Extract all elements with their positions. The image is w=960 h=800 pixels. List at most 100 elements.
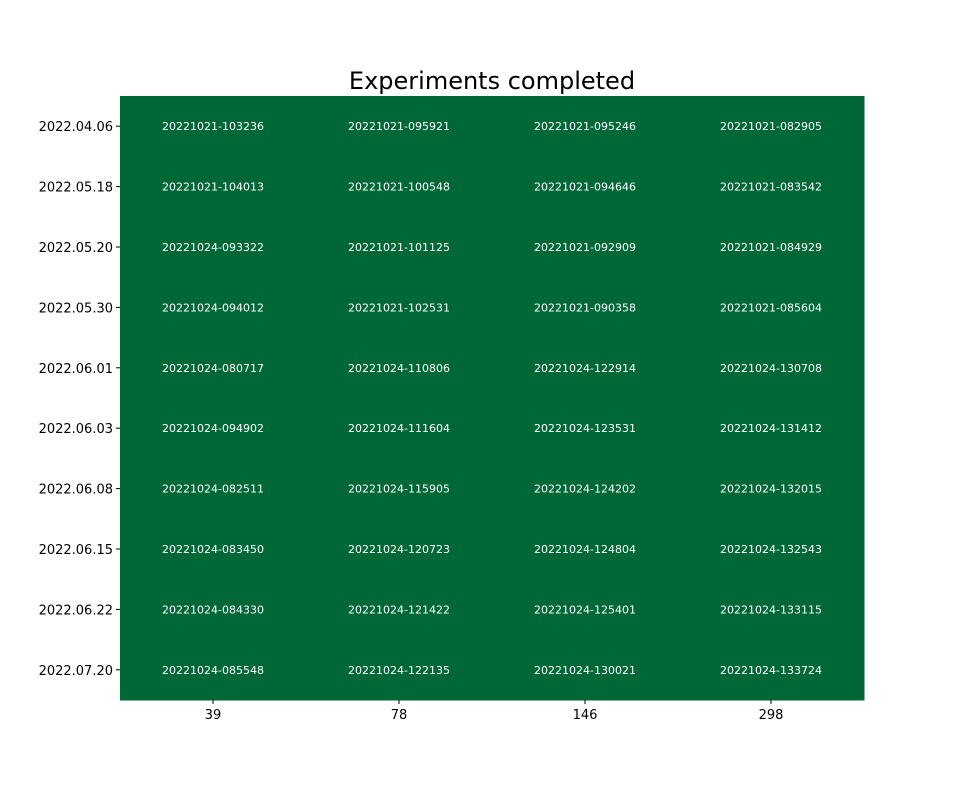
cell-label: 20221024-120723 bbox=[348, 543, 450, 556]
cell-label: 20221021-095921 bbox=[348, 120, 450, 133]
heatmap-cell bbox=[492, 579, 679, 641]
x-tick-label: 39 bbox=[205, 708, 222, 723]
cell-label: 20221021-104013 bbox=[162, 181, 264, 194]
heatmap-cell bbox=[678, 518, 865, 580]
heatmap-cell bbox=[678, 156, 865, 218]
cell-label: 20221024-094902 bbox=[162, 422, 264, 435]
y-tick-label: 2022.06.15 bbox=[39, 543, 113, 558]
x-axis: 39 78 146 298 bbox=[205, 700, 784, 723]
cell-label: 20221021-083542 bbox=[720, 181, 822, 194]
heatmap-cell bbox=[120, 639, 307, 701]
cell-label: 20221024-122135 bbox=[348, 664, 450, 677]
heatmap-cell bbox=[678, 277, 865, 339]
x-tick-label: 78 bbox=[391, 708, 408, 723]
heatmap-cell bbox=[678, 579, 865, 641]
y-tick-label: 2022.06.01 bbox=[39, 362, 113, 377]
heatmap-cells bbox=[120, 96, 865, 701]
y-tick-label: 2022.05.30 bbox=[39, 301, 113, 316]
heatmap-cell bbox=[492, 458, 679, 520]
cell-label: 20221024-082511 bbox=[162, 483, 264, 496]
heatmap-cell bbox=[306, 398, 493, 459]
heatmap-cell bbox=[120, 398, 307, 459]
heatmap-cell bbox=[306, 337, 493, 399]
cell-label: 20221024-111604 bbox=[348, 422, 450, 435]
cell-label: 20221024-122914 bbox=[534, 362, 636, 375]
cell-label: 20221021-090358 bbox=[534, 301, 636, 314]
cell-label: 20221024-115905 bbox=[348, 483, 450, 496]
heatmap-cell bbox=[120, 96, 307, 157]
cell-label: 20221024-123531 bbox=[534, 422, 636, 435]
heatmap-cell bbox=[306, 156, 493, 218]
cell-label: 20221024-084330 bbox=[162, 603, 264, 616]
heatmap-cell-labels: 20221021-103236 20221021-095921 20221021-0… bbox=[162, 120, 822, 677]
cell-label: 20221024-133115 bbox=[720, 603, 822, 616]
cell-label: 20221024-085548 bbox=[162, 664, 264, 677]
heatmap-cell bbox=[120, 337, 307, 399]
y-tick-label: 2022.05.18 bbox=[39, 181, 113, 196]
cell-label: 20221021-082905 bbox=[720, 120, 822, 133]
heatmap-cell bbox=[492, 216, 679, 278]
cell-label: 20221021-094646 bbox=[534, 181, 636, 194]
heatmap-cell bbox=[306, 579, 493, 641]
y-tick-label: 2022.06.03 bbox=[39, 422, 113, 437]
cell-label: 20221024-093322 bbox=[162, 241, 264, 254]
heatmap-cell bbox=[120, 216, 307, 278]
heatmap-cell bbox=[678, 639, 865, 701]
heatmap-cell bbox=[492, 639, 679, 701]
heatmap-cell bbox=[306, 518, 493, 580]
heatmap-cell bbox=[492, 337, 679, 399]
heatmap-cell bbox=[492, 96, 679, 157]
chart-title: Experiments completed bbox=[349, 67, 635, 95]
cell-label: 20221021-084929 bbox=[720, 241, 822, 254]
heatmap-cell bbox=[120, 579, 307, 641]
y-tick-label: 2022.07.20 bbox=[39, 664, 113, 679]
heatmap-cell bbox=[678, 458, 865, 520]
cell-label: 20221024-132543 bbox=[720, 543, 822, 556]
heatmap-cell bbox=[678, 337, 865, 399]
cell-label: 20221024-094012 bbox=[162, 301, 264, 314]
y-axis: 2022.04.06 2022.05.18 2022.05.20 2022.05.30… bbox=[39, 120, 120, 679]
heatmap-cell bbox=[306, 639, 493, 701]
heatmap-cell bbox=[120, 458, 307, 520]
cell-label: 20221024-080717 bbox=[162, 362, 264, 375]
heatmap-cell bbox=[306, 96, 493, 157]
cell-label: 20221024-125401 bbox=[534, 603, 636, 616]
cell-label: 20221024-110806 bbox=[348, 362, 450, 375]
cell-label: 20221021-102531 bbox=[348, 301, 450, 314]
cell-label: 20221024-131412 bbox=[720, 422, 822, 435]
heatmap-cell bbox=[492, 398, 679, 459]
heatmap-cell bbox=[306, 458, 493, 520]
cell-label: 20221024-130708 bbox=[720, 362, 822, 375]
cell-label: 20221024-121422 bbox=[348, 603, 450, 616]
cell-label: 20221021-100548 bbox=[348, 181, 450, 194]
y-tick-label: 2022.06.08 bbox=[39, 483, 113, 498]
heatmap-cell bbox=[120, 156, 307, 218]
cell-label: 20221024-130021 bbox=[534, 664, 636, 677]
cell-label: 20221021-092909 bbox=[534, 241, 636, 254]
cell-label: 20221024-124202 bbox=[534, 483, 636, 496]
cell-label: 20221021-101125 bbox=[348, 241, 450, 254]
heatmap-cell bbox=[492, 156, 679, 218]
x-tick-label: 146 bbox=[573, 708, 598, 723]
y-tick-label: 2022.05.20 bbox=[39, 241, 113, 256]
heatmap-cell bbox=[678, 96, 865, 157]
heatmap-cell bbox=[120, 518, 307, 580]
x-tick-label: 298 bbox=[759, 708, 784, 723]
heatmap-cell bbox=[120, 277, 307, 339]
y-tick-label: 2022.06.22 bbox=[39, 603, 113, 618]
y-tick-label: 2022.04.06 bbox=[39, 120, 113, 135]
cell-label: 20221024-083450 bbox=[162, 543, 264, 556]
heatmap-cell bbox=[678, 216, 865, 278]
cell-label: 20221024-124804 bbox=[534, 543, 636, 556]
cell-label: 20221021-085604 bbox=[720, 301, 822, 314]
cell-label: 20221024-133724 bbox=[720, 664, 822, 677]
heatmap-cell bbox=[678, 398, 865, 459]
heatmap-cell bbox=[492, 518, 679, 580]
cell-label: 20221021-095246 bbox=[534, 120, 636, 133]
heatmap-cell bbox=[306, 216, 493, 278]
heatmap-cell bbox=[306, 277, 493, 339]
heatmap-cell bbox=[492, 277, 679, 339]
cell-label: 20221021-103236 bbox=[162, 120, 264, 133]
cell-label: 20221024-132015 bbox=[720, 483, 822, 496]
